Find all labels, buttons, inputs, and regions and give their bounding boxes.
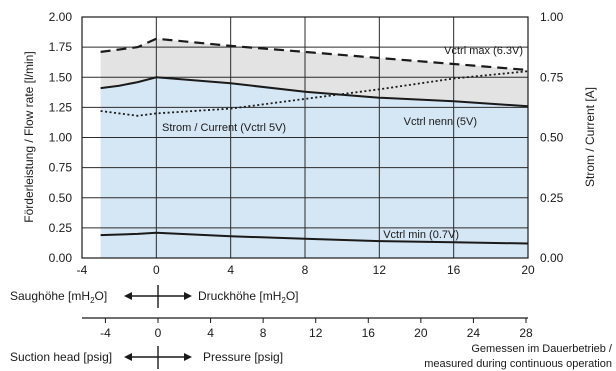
plot-area: -4 0 4 8 12 16 20 0.00 0.25 0.50 0.75 1.00 1.25 1.50 1… — [49, 10, 564, 277]
head-axis-row-mh2o: Saughöhe [mH2O] Druckhöhe [mH2O] — [10, 285, 299, 308]
psig-tick-label: 4 — [207, 326, 214, 340]
pressure-head-label-mh2o: Druckhöhe [mH2O] — [198, 289, 299, 305]
series-line-vctrl-max — [100, 37, 529, 72]
head-axis-row-psig: Suction head [psig] Pressure [psig] — [10, 346, 283, 369]
series-line-vctrl-min — [100, 231, 529, 245]
x-tick-label: 16 — [447, 263, 461, 277]
psig-axis: -4 0 4 8 12 16 20 24 28 — [82, 317, 533, 340]
y-tick-label-right: 1.00 — [540, 10, 564, 24]
y-tick-label-left: 0.50 — [49, 191, 73, 205]
label-vctrl-min: Vctrl min (0.7V) — [383, 229, 459, 241]
y-tick-label-right: 0.75 — [540, 70, 564, 84]
y-tick-label-left: 0.75 — [49, 161, 73, 175]
x-tick-label: 20 — [521, 263, 535, 277]
psig-tick-label: 20 — [414, 326, 428, 340]
y-tick-label-left: 0.00 — [49, 251, 73, 265]
plot-frame — [81, 16, 529, 259]
double-arrow-icon — [124, 346, 192, 369]
psig-tick-label: 0 — [155, 326, 162, 340]
label-current: Strom / Current (Vctrl 5V) — [162, 122, 286, 134]
psig-tick-label: 8 — [260, 326, 267, 340]
measurement-note-line2: measured during continuous operation — [424, 358, 612, 370]
psig-tick-label: 16 — [362, 326, 376, 340]
x-tick-label: 4 — [227, 263, 234, 277]
y-tick-label-right: 0.00 — [540, 251, 564, 265]
psig-tick-label: 28 — [519, 326, 533, 340]
y-tick-label-left: 1.50 — [49, 70, 73, 84]
x-tick-label: 8 — [302, 263, 309, 277]
y-tick-label-left: 0.25 — [49, 221, 73, 235]
y-axis-label-right: Strom / Current [A] — [583, 87, 597, 187]
double-arrow-icon — [124, 285, 192, 308]
suction-head-label-psig: Suction head [psig] — [10, 350, 112, 364]
series-line-vctrl-nenn — [100, 76, 529, 108]
max-range-band — [100, 38, 528, 107]
y-tick-label-left: 2.00 — [49, 10, 73, 24]
measurement-note-line1: Gemessen im Dauerbetrieb / — [471, 343, 613, 355]
y-tick-label-right: 0.50 — [540, 131, 564, 145]
pressure-label-psig: Pressure [psig] — [203, 350, 283, 364]
y-axis-label-left: Förderleistung / Flow rate [l/min] — [22, 51, 36, 222]
y-tick-label-left: 1.75 — [49, 40, 73, 54]
x-tick-label: 0 — [153, 263, 160, 277]
y-tick-label-right: 0.25 — [540, 191, 564, 205]
y-tick-label-left: 1.25 — [49, 100, 73, 114]
x-tick-label: 12 — [373, 263, 387, 277]
y-tick-label-left: 1.00 — [49, 131, 73, 145]
series-line-current — [100, 70, 529, 117]
suction-head-label-mh2o: Saughöhe [mH2O] — [10, 289, 107, 305]
psig-tick-label: 24 — [467, 326, 481, 340]
psig-tick-label: -4 — [100, 326, 111, 340]
label-vctrl-nenn: Vctrl nenn (5V) — [404, 116, 477, 128]
psig-tick-label: 12 — [309, 326, 323, 340]
x-tick-label: -4 — [77, 263, 88, 277]
label-vctrl-max: Vctrl max (6.3V) — [444, 45, 523, 57]
